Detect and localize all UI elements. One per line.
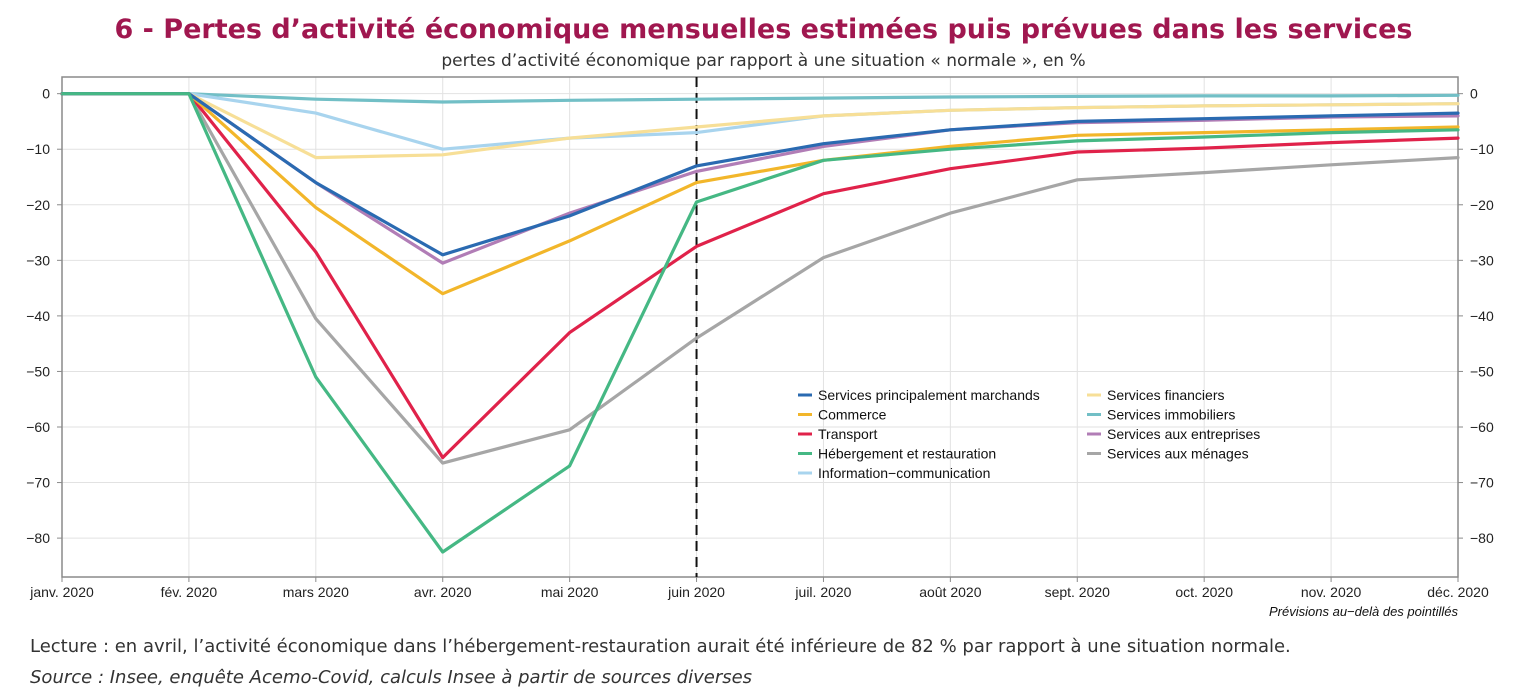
x-tick-label: nov. 2020 xyxy=(1301,584,1362,600)
y-tick-label-right: −60 xyxy=(1470,419,1494,435)
legend-label: Services financiers xyxy=(1107,387,1225,403)
series-line-services-principalement-marchands xyxy=(60,92,1460,257)
y-tick-label-right: −20 xyxy=(1470,197,1494,213)
x-tick-label: oct. 2020 xyxy=(1175,584,1233,600)
legend-label: Services principalement marchands xyxy=(818,387,1040,403)
series-line-services-financiers xyxy=(60,92,1460,160)
x-tick-label: déc. 2020 xyxy=(1427,584,1489,600)
x-tick-label: mai 2020 xyxy=(541,584,599,600)
x-tick-label: mars 2020 xyxy=(283,584,349,600)
series-line-commerce xyxy=(60,92,1460,296)
series-line-services-immobiliers xyxy=(60,92,1460,104)
y-tick-label: 0 xyxy=(42,86,50,102)
x-tick-label: juil. 2020 xyxy=(794,584,851,600)
series-line-services-aux-menages xyxy=(60,92,1460,465)
y-tick-label: −30 xyxy=(26,252,50,268)
legend-label: Hébergement et restauration xyxy=(818,446,996,462)
x-tick-label: sept. 2020 xyxy=(1045,584,1111,600)
y-tick-label: −40 xyxy=(26,308,50,324)
x-tick-label: août 2020 xyxy=(919,584,981,600)
chart-title: 6 - Pertes d’activité économique mensuel… xyxy=(114,14,1413,45)
y-tick-label: −20 xyxy=(26,197,50,213)
forecast-annotation: Prévisions au−delà des pointillés xyxy=(1269,604,1458,619)
y-tick-label: −10 xyxy=(26,141,50,157)
y-tick-label: −80 xyxy=(26,530,50,546)
y-tick-label-right: −80 xyxy=(1470,530,1494,546)
y-tick-label-right: −30 xyxy=(1470,252,1494,268)
legend: Services principalement marchands Commerc… xyxy=(798,387,1260,481)
legend-label: Services aux entreprises xyxy=(1107,426,1260,442)
y-tick-label-right: −50 xyxy=(1470,363,1494,379)
y-tick-label: −50 xyxy=(26,363,50,379)
legend-label: Transport xyxy=(818,426,878,442)
y-tick-label: −70 xyxy=(26,475,50,491)
legend-label: Services aux ménages xyxy=(1107,446,1249,462)
y-tick-label-right: 0 xyxy=(1470,86,1478,102)
plot-frame xyxy=(61,76,1459,578)
y-tick-label: −60 xyxy=(26,419,50,435)
x-tick-label: fév. 2020 xyxy=(161,584,218,600)
legend-label: Services immobiliers xyxy=(1107,407,1235,423)
y-tick-label-right: −10 xyxy=(1470,141,1494,157)
x-tick-label: janv. 2020 xyxy=(29,584,94,600)
y-tick-label-right: −40 xyxy=(1470,308,1494,324)
x-tick-label: avr. 2020 xyxy=(414,584,472,600)
series-line-transport xyxy=(60,92,1460,460)
legend-label: Commerce xyxy=(818,407,887,423)
series-layer xyxy=(60,92,1460,554)
chart-subtitle: pertes d’activité économique par rapport… xyxy=(441,51,1086,71)
axes: 0 0 −10 −10 −20 −20 −30 −30 −40 −40 −50 −50 −60 −60 −7… xyxy=(26,86,1494,600)
source-note: Source : Insee, enquête Acemo-Covid, cal… xyxy=(30,667,753,688)
legend-label: Information−communication xyxy=(818,465,990,481)
reading-note: Lecture : en avril, l’activité économiqu… xyxy=(30,636,1291,657)
y-tick-label-right: −70 xyxy=(1470,475,1494,491)
series-line-hebergement-et-restauration xyxy=(60,92,1460,554)
line-chart: 0 0 −10 −10 −20 −20 −30 −30 −40 −40 −50 −50 −60 −60 −7… xyxy=(26,76,1494,619)
x-tick-label: juin 2020 xyxy=(667,584,725,600)
